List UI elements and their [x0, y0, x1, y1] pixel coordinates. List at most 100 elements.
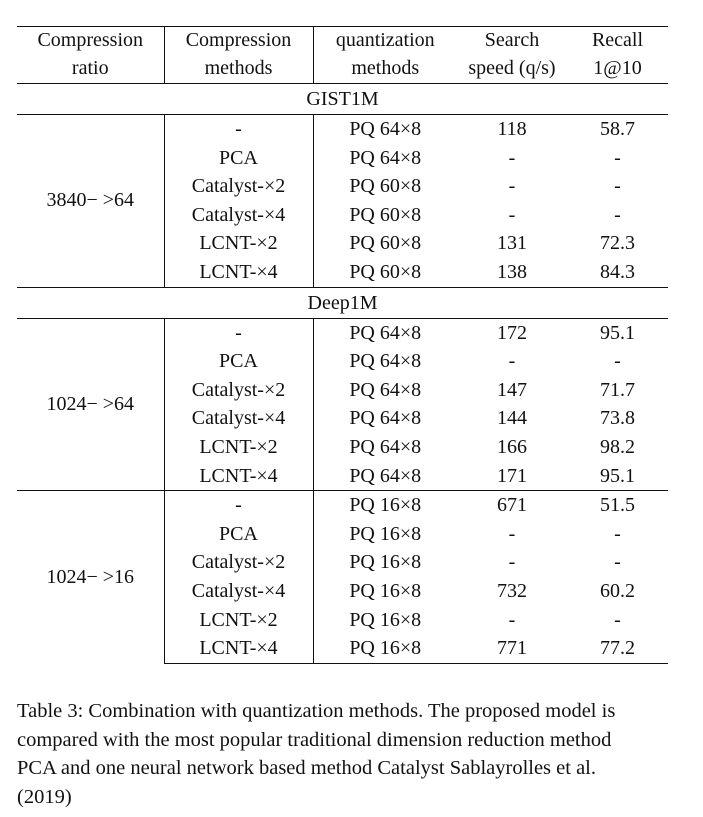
quantization-method-cell: PQ 60×8: [349, 175, 422, 198]
compression-method-cell: Catalyst-×2: [164, 375, 314, 405]
compression-method-cell: LCNT-×2: [164, 432, 314, 462]
table-row: PCA PQ 16×8 - -: [17, 519, 668, 549]
header-search-speed-line1: Search: [484, 29, 540, 51]
search-speed-cell: 131: [497, 232, 527, 255]
compression-ratio-cell: 1024− >64: [17, 318, 165, 491]
recall-cell: 77.2: [567, 634, 668, 664]
compression-method-cell: PCA: [164, 519, 314, 549]
header-compression-ratio-line1: Compression: [17, 26, 165, 55]
recall-cell: 58.7: [600, 118, 635, 140]
search-speed-cell: -: [508, 551, 516, 574]
table-row: LCNT-×4 PQ 16×8 771 77.2: [17, 634, 668, 664]
recall-cell: 95.1: [600, 321, 635, 344]
table-row: Catalyst-×4 PQ 64×8 144 73.8: [17, 404, 668, 433]
search-speed-cell: 147: [497, 378, 527, 401]
quantization-method-cell: PQ 64×8: [349, 146, 422, 169]
compression-method-cell: Catalyst-×2: [164, 172, 314, 201]
compression-ratio-cell: 1024− >16: [17, 490, 165, 664]
header-search-speed-line2: speed (q/s): [468, 56, 556, 79]
compression-method-cell: LCNT-×4: [164, 461, 314, 491]
header-recall-line1: Recall: [591, 29, 644, 51]
recall-cell: 84.3: [600, 260, 635, 283]
table-row: Catalyst-×4 PQ 60×8 - -: [17, 200, 668, 230]
compression-method-cell: PCA: [164, 143, 314, 173]
compression-method-cell: LCNT-×2: [164, 605, 314, 635]
recall-cell: -: [614, 203, 621, 226]
search-speed-cell: -: [508, 175, 516, 198]
compression-method-cell: -: [164, 114, 314, 144]
recall-cell: 98.2: [600, 435, 635, 458]
search-speed-cell: 732: [497, 579, 527, 602]
compression-method-cell: LCNT-×4: [164, 634, 314, 664]
quantization-method-cell: PQ 16×8: [349, 608, 422, 631]
quantization-method-cell: PQ 64×8: [349, 435, 422, 458]
quantization-method-cell: PQ 60×8: [349, 232, 422, 255]
search-speed-cell: -: [508, 146, 516, 169]
quantization-method-cell: PQ 64×8: [349, 118, 422, 140]
compression-method-cell: Catalyst-×4: [164, 576, 314, 606]
quantization-method-cell: PQ 16×8: [349, 551, 422, 574]
compression-method-cell: LCNT-×2: [164, 229, 314, 258]
compression-method-cell: -: [164, 318, 314, 348]
compression-method-cell: PCA: [164, 347, 314, 376]
table-row: LCNT-×2 PQ 16×8 - -: [17, 605, 668, 635]
search-speed-cell: 118: [497, 118, 527, 140]
header-compression-methods-line1: Compression: [164, 26, 314, 55]
recall-cell: 72.3: [600, 232, 635, 255]
recall-cell: -: [614, 551, 621, 574]
table-row: LCNT-×4 PQ 64×8 171 95.1: [17, 461, 668, 491]
table-row: Catalyst-×4 PQ 16×8 732 60.2: [17, 576, 668, 606]
section-title: GIST1M: [17, 83, 668, 115]
compression-method-cell: Catalyst-×4: [164, 404, 314, 433]
header-recall-line2: 1@10: [593, 56, 642, 79]
quantization-method-cell: PQ 64×8: [349, 378, 422, 401]
recall-cell: 71.7: [600, 378, 635, 401]
quantization-method-cell: PQ 64×8: [349, 321, 422, 344]
results-table: Compression Compression quantization Sea…: [17, 26, 668, 664]
table-row: LCNT-×2 PQ 60×8 131 72.3: [17, 229, 668, 258]
table-row: Catalyst-×2 PQ 60×8 - -: [17, 172, 668, 201]
search-speed-cell: 671: [457, 490, 567, 520]
recall-cell: 51.5: [567, 490, 668, 520]
search-speed-cell: 171: [497, 464, 527, 487]
table-row: 1024− >16- PQ 16×8 671 51.5: [17, 490, 668, 664]
search-speed-cell: -: [508, 350, 516, 373]
table-row: 1024− >64- PQ 64×8 172 95.1: [17, 318, 668, 491]
table-row: Catalyst-×2 PQ 64×8 147 71.7: [17, 375, 668, 405]
search-speed-cell: -: [508, 203, 516, 226]
compression-method-cell: -: [164, 490, 314, 520]
header-quantization-methods-line2: methods: [351, 56, 420, 79]
quantization-method-cell: PQ 64×8: [349, 407, 422, 430]
section-row: Deep1M: [17, 286, 668, 319]
recall-cell: -: [614, 175, 621, 198]
compression-method-cell: LCNT-×4: [164, 257, 314, 288]
recall-cell: -: [614, 608, 621, 631]
recall-cell: 73.8: [600, 407, 635, 430]
quantization-method-cell: PQ 16×8: [313, 490, 457, 520]
table-row: PCA PQ 64×8 - -: [17, 143, 668, 173]
recall-cell: 95.1: [600, 464, 635, 487]
recall-cell: -: [614, 350, 621, 373]
table-row: PCA PQ 64×8 - -: [17, 347, 668, 376]
compression-method-cell: Catalyst-×4: [164, 200, 314, 230]
table-body: GIST1M 3840− >64- PQ 64×8 118 58.7 PCA PQ 64×8…: [17, 83, 668, 664]
compression-method-cell: Catalyst-×2: [164, 548, 314, 577]
section-row: GIST1M: [17, 83, 668, 115]
table-header: Compression Compression quantization Sea…: [17, 26, 668, 84]
recall-cell: 60.2: [600, 579, 635, 602]
compression-ratio-cell: 3840− >64: [17, 114, 165, 288]
quantization-method-cell: PQ 64×8: [349, 350, 422, 373]
recall-cell: -: [614, 146, 621, 169]
search-speed-cell: -: [508, 522, 516, 545]
header-compression-ratio-line2: ratio: [17, 54, 165, 84]
quantization-method-cell: PQ 60×8: [349, 260, 422, 283]
quantization-method-cell: PQ 60×8: [349, 203, 422, 226]
section-title: Deep1M: [17, 286, 668, 319]
search-speed-cell: -: [508, 608, 516, 631]
table-row: 3840− >64- PQ 64×8 118 58.7: [17, 114, 668, 288]
search-speed-cell: 138: [497, 260, 527, 283]
recall-cell: -: [614, 522, 621, 545]
header-compression-methods-line2: methods: [164, 54, 314, 84]
quantization-method-cell: PQ 16×8: [349, 579, 422, 602]
table-row: LCNT-×4 PQ 60×8 138 84.3: [17, 257, 668, 288]
